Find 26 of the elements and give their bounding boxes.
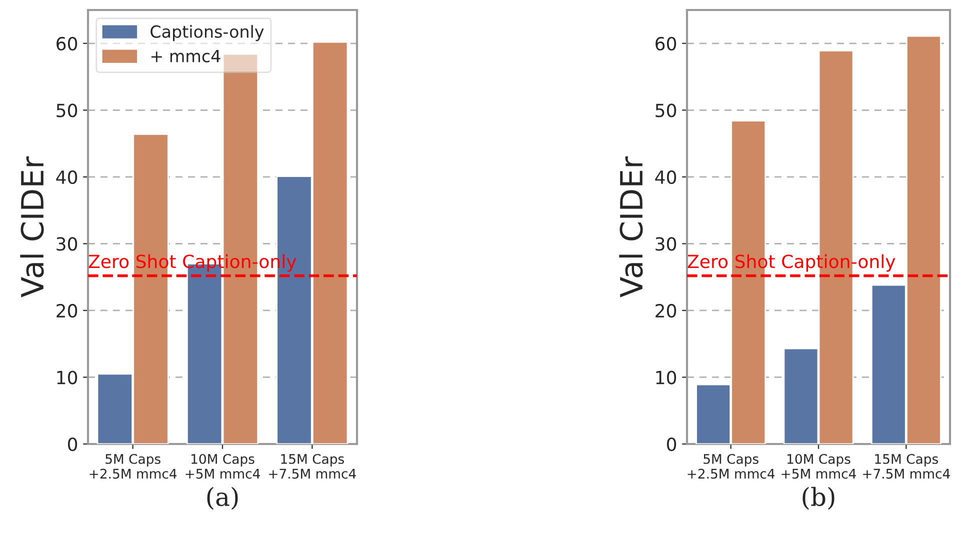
y-tick-label: 60 (656, 36, 676, 50)
x-tick-label: 10M Caps +5M mmc4 (782, 454, 856, 479)
x-axis-title: (a) (207, 486, 238, 510)
x-tick-label: 5M Caps +2.5M mmc4 (90, 454, 177, 479)
y-axis-title: Val CIDEr (20, 156, 44, 298)
y-tick-label: 50 (656, 104, 676, 118)
y-tick-label: 40 (655, 170, 676, 184)
legend-label: Captions-only (150, 25, 264, 42)
y-tick-label: 60 (56, 36, 78, 50)
y-tick-label: 20 (56, 304, 78, 318)
x-tick-label: 5M Caps +2.5M mmc4 (688, 454, 775, 479)
y-tick-label: 20 (656, 304, 676, 318)
y-tick-label: 30 (56, 237, 78, 251)
y-tick-label: 0 (666, 437, 676, 452)
y-tick-label: 10 (57, 370, 78, 384)
y-tick-label: 40 (56, 170, 78, 184)
y-tick-label: 50 (56, 104, 78, 118)
x-tick-label: 15M Caps +7.5M mmc4 (269, 454, 356, 479)
y-tick-label: 0 (68, 437, 78, 452)
x-axis-title: (b) (802, 486, 834, 510)
legend-label: + mmc4 (151, 50, 220, 62)
y-tick-label: 10 (656, 370, 676, 384)
y-axis-title: Val CIDEr (619, 156, 643, 298)
x-tick-label: 10M Caps +5M mmc4 (186, 454, 260, 479)
y-tick-label: 30 (656, 237, 676, 251)
x-tick-label: 15M Caps +7.5M mmc4 (863, 454, 950, 479)
